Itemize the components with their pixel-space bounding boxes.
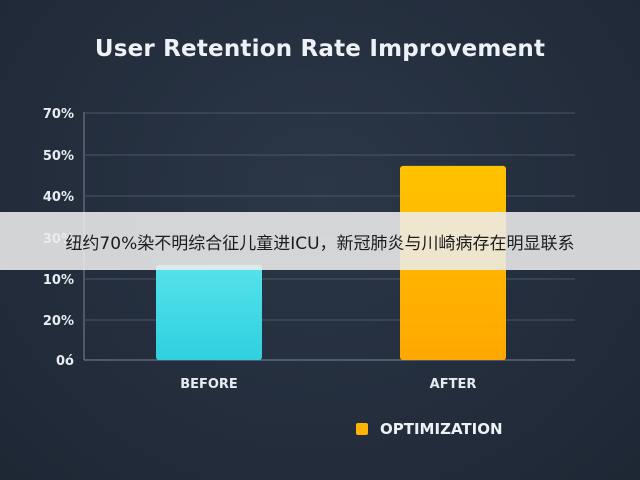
x-tick-label: AFTER: [430, 377, 477, 392]
caption-text: 纽约70%染不明综合征儿童进ICU，新冠肺炎与川崎病存在明显联系: [65, 233, 575, 254]
y-tick-label: 70%: [43, 107, 74, 122]
y-tick-label: 40%: [43, 190, 74, 205]
y-tick-label: 10%: [43, 273, 74, 288]
legend-label: OPTIMIZATION: [380, 420, 503, 438]
legend-swatch: [356, 423, 368, 435]
x-tick-labels: BEFORE AFTER: [180, 377, 476, 392]
caption-banner: 纽约70%染不明综合征儿童进ICU，新冠肺炎与川崎病存在明显联系: [0, 212, 640, 270]
y-tick-label: 0ó: [56, 354, 74, 369]
legend: OPTIMIZATION: [356, 420, 503, 438]
y-tick-label: 20%: [43, 314, 74, 329]
x-tick-label: BEFORE: [180, 377, 238, 392]
y-tick-label: 50%: [43, 149, 74, 164]
chart-title: User Retention Rate Improvement: [94, 36, 546, 62]
bar-before: [156, 264, 262, 360]
